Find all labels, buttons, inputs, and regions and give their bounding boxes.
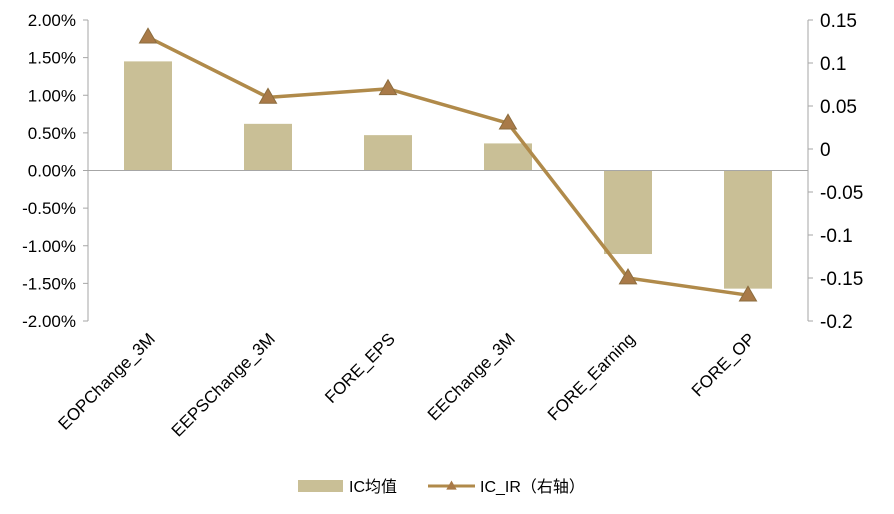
- bar-EEChange_3M: [484, 143, 532, 171]
- category-label: FORE_OP: [688, 329, 759, 400]
- left-axis-ticks: 2.00% 1.50% 1.00% 0.50% 0.00% -0.50% -1.00% -1.…: [22, 11, 88, 331]
- left-tick-label: 0.50%: [28, 124, 76, 143]
- right-tick-label: 0.05: [820, 97, 857, 118]
- right-tick-label: -0.15: [820, 269, 863, 290]
- left-tick-label: -0.50%: [22, 199, 76, 218]
- category-labels: EOPChange_3M EEPSChange_3M FORE_EPS EEChang…: [55, 329, 759, 440]
- category-label: EOPChange_3M: [55, 329, 159, 433]
- ic-ir-line: [147, 35, 749, 297]
- ic-ir-marker-EOPChange_3M: [138, 27, 158, 44]
- ic-ir-marker-FORE_EPS: [378, 78, 398, 96]
- line-series: [138, 27, 758, 302]
- legend: IC均值 IC_IR（右轴）: [298, 478, 585, 496]
- category-label: EEChange_3M: [424, 329, 519, 424]
- left-tick-label: -1.50%: [22, 274, 76, 293]
- category-label: FORE_EPS: [321, 329, 399, 407]
- category-label: EEPSChange_3M: [168, 329, 279, 440]
- bar-EOPChange_3M: [124, 61, 172, 171]
- ic-ir-marker-EEChange_3M: [498, 113, 518, 130]
- legend-bar-swatch: [298, 480, 343, 492]
- bar-FORE_OP: [724, 170, 772, 289]
- bar-series: [124, 61, 772, 289]
- legend-triangle-marker: [446, 480, 457, 490]
- right-tick-label: -0.1: [820, 226, 853, 247]
- legend-line-label: IC_IR（右轴）: [480, 478, 585, 496]
- ic-ir-marker-FORE_Earning: [618, 267, 638, 285]
- right-axis-ticks: 0.15 0.1 0.05 0 -0.05 -0.1 -0.15 -0.2: [808, 11, 863, 333]
- ic-ir-marker-FORE_OP: [738, 285, 758, 302]
- left-tick-label: -2.00%: [22, 312, 76, 331]
- right-tick-label: -0.05: [820, 183, 863, 204]
- left-tick-label: -1.00%: [22, 237, 76, 256]
- bar-FORE_EPS: [364, 135, 412, 171]
- legend-bar-label: IC均值: [349, 478, 397, 496]
- left-tick-label: 1.50%: [28, 49, 76, 68]
- left-tick-label: 0.00%: [28, 162, 76, 181]
- right-tick-label: 0.15: [820, 11, 857, 32]
- right-tick-label: -0.2: [820, 312, 853, 333]
- bar-EEPSChange_3M: [244, 123, 292, 171]
- category-label: FORE_Earning: [544, 329, 639, 424]
- ic-ir-marker-EEPSChange_3M: [258, 87, 278, 104]
- right-tick-label: 0: [820, 140, 831, 161]
- bar-FORE_Earning: [604, 170, 652, 255]
- right-tick-label: 0.1: [820, 54, 846, 75]
- left-tick-label: 1.00%: [28, 86, 76, 105]
- left-tick-label: 2.00%: [28, 11, 76, 30]
